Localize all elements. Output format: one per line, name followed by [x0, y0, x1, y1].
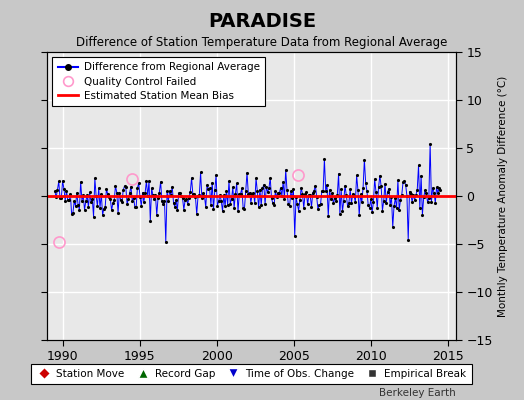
Legend: Station Move, Record Gap, Time of Obs. Change, Empirical Break: Station Move, Record Gap, Time of Obs. C…	[31, 364, 472, 384]
Text: Berkeley Earth: Berkeley Earth	[379, 388, 456, 398]
Text: Difference of Station Temperature Data from Regional Average: Difference of Station Temperature Data f…	[77, 36, 447, 49]
Legend: Difference from Regional Average, Quality Control Failed, Estimated Station Mean: Difference from Regional Average, Qualit…	[52, 57, 265, 106]
Text: PARADISE: PARADISE	[208, 12, 316, 31]
Y-axis label: Monthly Temperature Anomaly Difference (°C): Monthly Temperature Anomaly Difference (…	[498, 75, 508, 317]
